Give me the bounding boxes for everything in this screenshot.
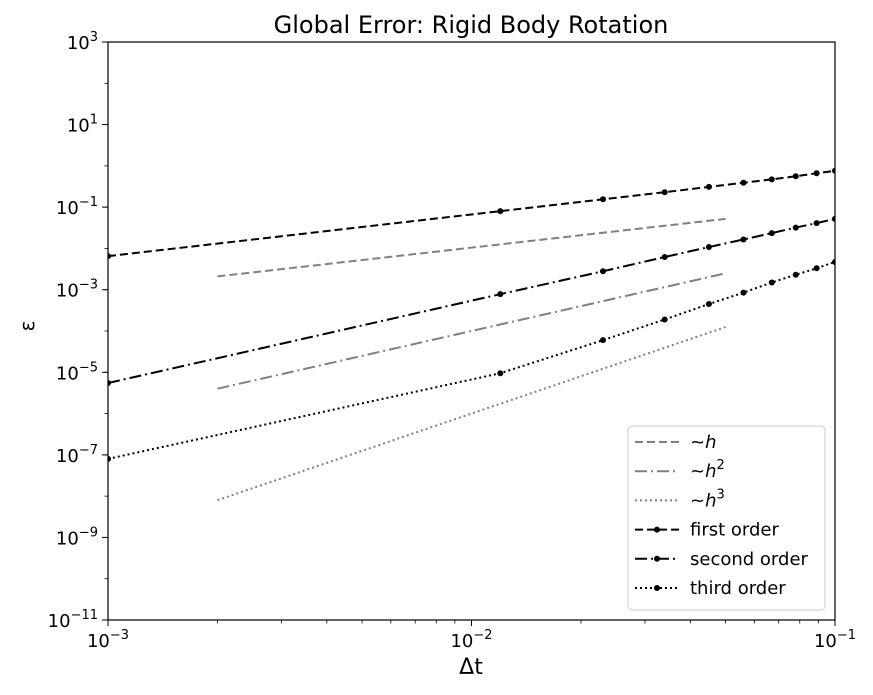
data-point: [832, 215, 835, 222]
y-tick-label: 10−1: [56, 195, 98, 219]
legend-label: ~h2: [690, 458, 725, 482]
series-second-order: [108, 215, 835, 387]
data-point: [740, 179, 747, 186]
series-first-order: [108, 167, 835, 260]
x-tick-label: 10−3: [87, 628, 129, 652]
data-point: [832, 167, 835, 174]
data-point: [813, 265, 820, 272]
legend-marker: [654, 585, 660, 591]
series-line: [217, 217, 726, 278]
data-point: [108, 380, 111, 387]
data-point: [661, 316, 668, 323]
x-axis: 10−3 10−2 10−1: [87, 620, 856, 652]
data-point: [768, 279, 775, 286]
data-point: [705, 244, 712, 251]
legend-entry: ~h2: [635, 458, 725, 482]
legend: ~h ~h2 ~h3 first order second order third ord…: [627, 425, 826, 611]
series--h-: [217, 272, 726, 390]
series-third-order: [108, 258, 835, 462]
x-axis-label: Δt: [459, 655, 483, 680]
data-point: [768, 176, 775, 183]
y-tick-label: 10−9: [56, 525, 98, 549]
data-point: [108, 455, 111, 462]
legend-entry: ~h3: [635, 487, 725, 511]
data-point: [813, 220, 820, 227]
legend-entry: third order: [635, 578, 786, 599]
legend-box: [627, 425, 826, 611]
legend-label: second order: [690, 549, 809, 570]
legend-label: first order: [690, 520, 779, 541]
data-point: [599, 337, 606, 344]
series-layer: [108, 167, 835, 502]
data-point: [792, 224, 799, 231]
data-point: [740, 236, 747, 243]
data-point: [740, 289, 747, 296]
data-point: [832, 258, 835, 265]
legend-marker: [654, 555, 660, 562]
legend-entry: ~h: [635, 432, 717, 453]
data-point: [792, 271, 799, 278]
data-point: [497, 291, 504, 298]
data-point: [108, 253, 111, 260]
y-tick-label: 10−5: [56, 360, 98, 384]
legend-entry: first order: [635, 520, 779, 541]
x-tick-label: 10−2: [450, 628, 492, 652]
legend-label: ~h3: [690, 487, 725, 511]
data-point: [705, 183, 712, 190]
legend-label: third order: [690, 578, 786, 599]
y-axis-label: ε: [15, 321, 39, 332]
series-line: [108, 261, 835, 460]
data-point: [661, 189, 668, 196]
series-line: [217, 272, 726, 390]
y-axis: 103 101 10−1 10−3 10−5 10−7 10−9 10−11: [48, 30, 108, 632]
legend-label: ~h: [690, 432, 717, 453]
y-tick-label: 103: [67, 30, 98, 54]
y-tick-label: 101: [67, 113, 98, 137]
x-tick-label: 10−1: [814, 628, 856, 652]
chart-title: Global Error: Rigid Body Rotation: [274, 11, 669, 39]
series-line: [108, 217, 835, 384]
series--h: [217, 217, 726, 278]
data-point: [497, 208, 504, 215]
y-tick-label: 10−3: [56, 278, 98, 302]
legend-marker: [654, 526, 660, 533]
data-point: [792, 173, 799, 180]
y-tick-label: 10−7: [56, 443, 98, 467]
data-point: [768, 230, 775, 237]
data-point: [813, 170, 820, 177]
legend-entry: second order: [635, 549, 809, 570]
data-point: [705, 301, 712, 308]
data-point: [599, 268, 606, 275]
data-point: [661, 253, 668, 260]
y-tick-label: 10−11: [48, 608, 98, 632]
data-point: [497, 370, 504, 377]
data-point: [599, 196, 606, 203]
series-line: [108, 169, 835, 258]
